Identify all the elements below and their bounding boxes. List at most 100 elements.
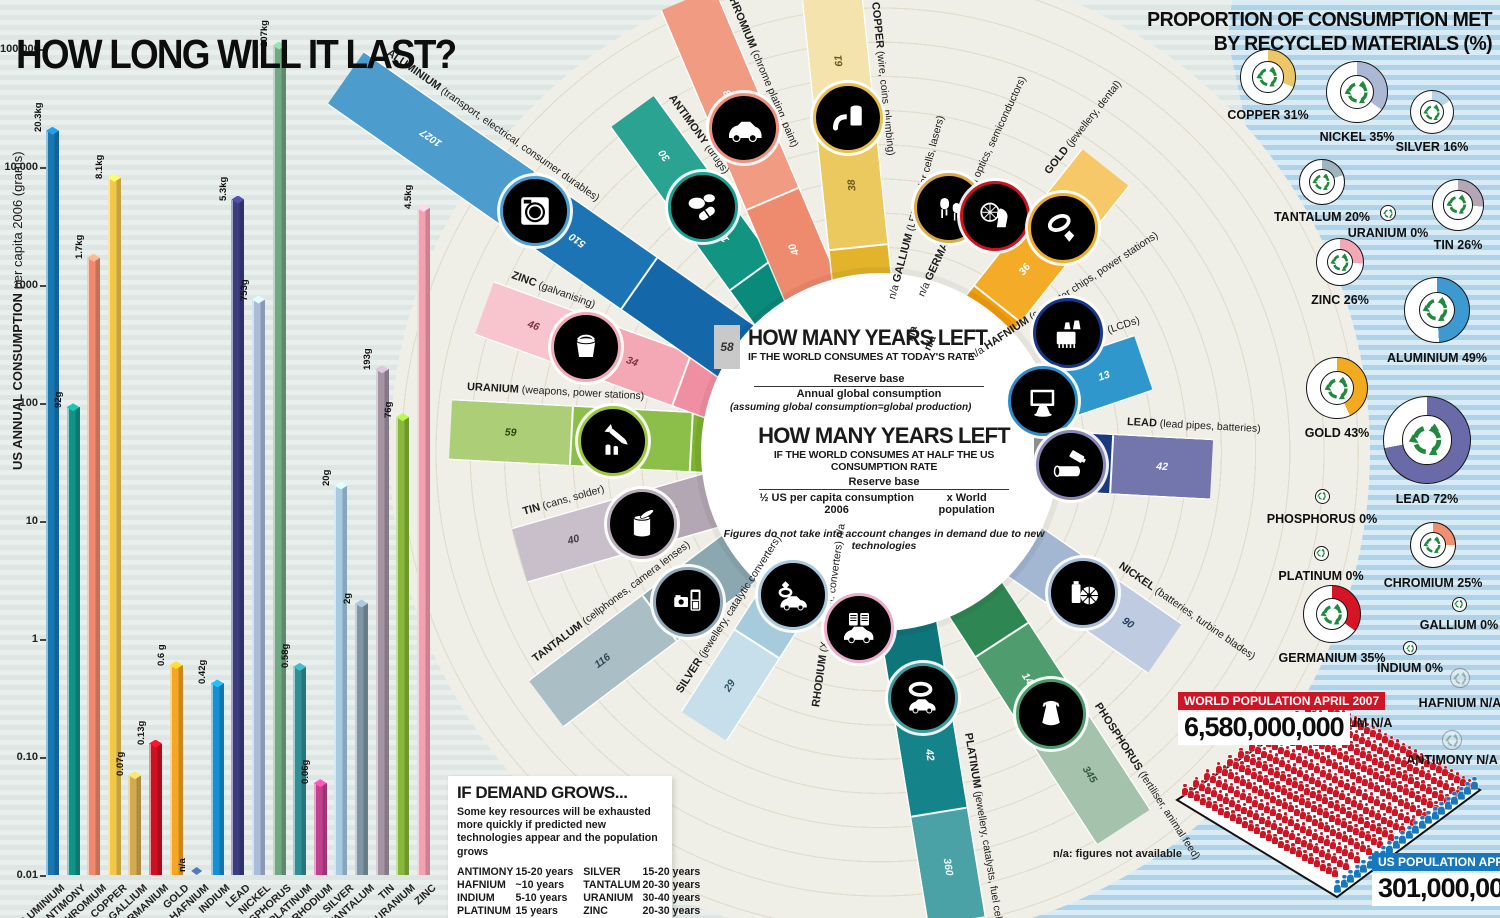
demand-years: ~10 years — [515, 878, 565, 891]
donut-label-hafnium: HAFNIUM N/A — [1418, 696, 1500, 710]
world-population-label: WORLD POPULATION APRIL 2007 — [1178, 692, 1386, 710]
donut-germanium — [1303, 585, 1361, 643]
donut-gallium — [1451, 596, 1467, 612]
donut-hole — [1419, 99, 1445, 125]
recycle-icon — [1423, 297, 1448, 322]
formula-2-multiplier: x World population — [938, 492, 995, 516]
bar-cap — [313, 779, 327, 788]
tin-can-icon — [633, 509, 654, 537]
us-population-label: US POPULATION APRIL 2007 — [1372, 853, 1500, 871]
bar-value-label: n/a — [176, 858, 188, 872]
donut-label-uranium: URANIUM 0% — [1347, 226, 1429, 240]
formula-1-numerator: Reserve base — [754, 373, 984, 387]
bar-na-marker-hafnium — [191, 867, 203, 875]
recycle-icon — [1312, 173, 1330, 190]
donut-hole — [1420, 532, 1446, 558]
bar-zinc — [416, 203, 430, 875]
bar-cap — [396, 413, 410, 422]
demand-element: ZINC — [583, 904, 608, 917]
icon-uranium — [578, 405, 649, 476]
donut-tantalum — [1299, 159, 1345, 205]
bar-lead — [231, 195, 245, 875]
weapons-icon — [604, 423, 629, 455]
legend-title-1: HOW MANY YEARS LEFT — [748, 325, 988, 350]
demand-years: 15-20 years — [515, 865, 574, 878]
demand-element: ANTIMONY — [457, 865, 514, 878]
donut-phosphorus — [1314, 488, 1330, 504]
bar-cap — [355, 599, 368, 608]
bar-value-label: 1.7kg — [73, 234, 85, 259]
bar-aluminium — [46, 126, 59, 875]
donut-platinum — [1313, 545, 1329, 561]
demand-element: HAFNIUM — [457, 878, 506, 891]
donut-hole — [1402, 415, 1452, 465]
xray-car-icon — [843, 613, 874, 644]
donut-copper — [1240, 49, 1296, 105]
icon-nickel — [1048, 557, 1119, 628]
bar-indium — [210, 679, 224, 875]
icon-germanium — [959, 180, 1030, 251]
donut-gold — [1306, 357, 1368, 419]
bar-cap — [272, 41, 286, 50]
donut-label-nickel: NICKEL 35% — [1319, 130, 1395, 144]
donut-label-platinum: PLATINUM 0% — [1278, 569, 1364, 583]
y-axis-title: US ANNUAL CONSUMPTION — [10, 293, 25, 470]
bar-cap — [46, 126, 59, 135]
donut-label-chromium: CHROMIUM 25% — [1383, 576, 1483, 590]
na-footnote: n/a: figures not available — [1053, 848, 1182, 860]
bar-cap — [252, 295, 265, 304]
bar-cap — [231, 195, 245, 204]
bar-copper — [107, 173, 121, 875]
icon-zinc — [551, 311, 622, 382]
formula-2-denominator: ½ US per capita consumption 2006 — [759, 492, 914, 516]
bar-value-label: 0.13g — [135, 720, 147, 745]
donut-hole — [1326, 248, 1354, 276]
y-axis-label: US ANNUAL CONSUMPTION per capita 2006 (g… — [10, 151, 25, 470]
bar-nickel — [252, 295, 265, 875]
demand-body: Some key resources will be exhausted mor… — [457, 806, 658, 858]
y-tick-label: 1 — [31, 633, 38, 645]
fertiliser-sack-icon — [1042, 701, 1061, 726]
chip-icon — [1057, 320, 1081, 348]
icon-chromium — [709, 93, 780, 164]
bar-platinum — [293, 662, 307, 875]
formula-2: Reserve base ½ US per capita consumption… — [759, 476, 1009, 516]
donut-uranium — [1380, 205, 1396, 221]
bar-value-label: 2g — [341, 593, 353, 605]
icon-hafnium — [1033, 297, 1104, 368]
donut-hole — [1252, 61, 1284, 93]
bar-tantalum — [355, 599, 368, 875]
demand-element: TANTALUM — [583, 878, 641, 891]
icon-gold — [1028, 192, 1099, 263]
demand-years: 15 years — [515, 904, 558, 917]
x-axis-label-zinc: ZINC — [412, 882, 439, 908]
donut-label-lead: LEAD 72% — [1395, 492, 1459, 506]
bar-value-label: 0.6 g — [156, 644, 168, 667]
legend-subtitle-1: IF THE WORLD CONSUMES AT TODAY'S RATE — [748, 351, 975, 363]
donut-label-germanium: GERMANIUM 35% — [1278, 651, 1386, 665]
car-icon — [729, 121, 762, 143]
demand-element: PLATINUM — [457, 904, 511, 917]
donut-hole — [1443, 190, 1473, 220]
formula-1: Reserve base Annual global consumption — [754, 373, 984, 400]
recycling-title-line2: BY RECYCLED MATERIALS (%) — [1213, 31, 1493, 55]
donut-label-phosphorus: PHOSPHORUS 0% — [1266, 512, 1378, 526]
recycle-icon — [1324, 376, 1348, 399]
bar-tin — [375, 365, 389, 875]
demand-title: IF DEMAND GROWS... — [457, 783, 628, 802]
bar-antimony — [66, 403, 80, 875]
donut-chromium — [1410, 522, 1456, 568]
bar-uranium — [396, 413, 410, 875]
icon-tantalum — [653, 566, 724, 637]
jewellery-car-icon — [778, 580, 808, 611]
recycle-icon — [1329, 252, 1348, 271]
bar-cap — [210, 679, 224, 688]
recycle-icon — [1408, 423, 1442, 456]
demand-years: 20-30 years — [642, 904, 701, 917]
bar-value-label: 8.1kg — [94, 154, 106, 179]
example-today-badge: 58 — [714, 325, 740, 369]
demand-element: SILVER — [583, 865, 621, 878]
pills-icon — [688, 194, 715, 221]
icon-indium — [1008, 365, 1079, 436]
recycle-icon — [1444, 733, 1458, 746]
